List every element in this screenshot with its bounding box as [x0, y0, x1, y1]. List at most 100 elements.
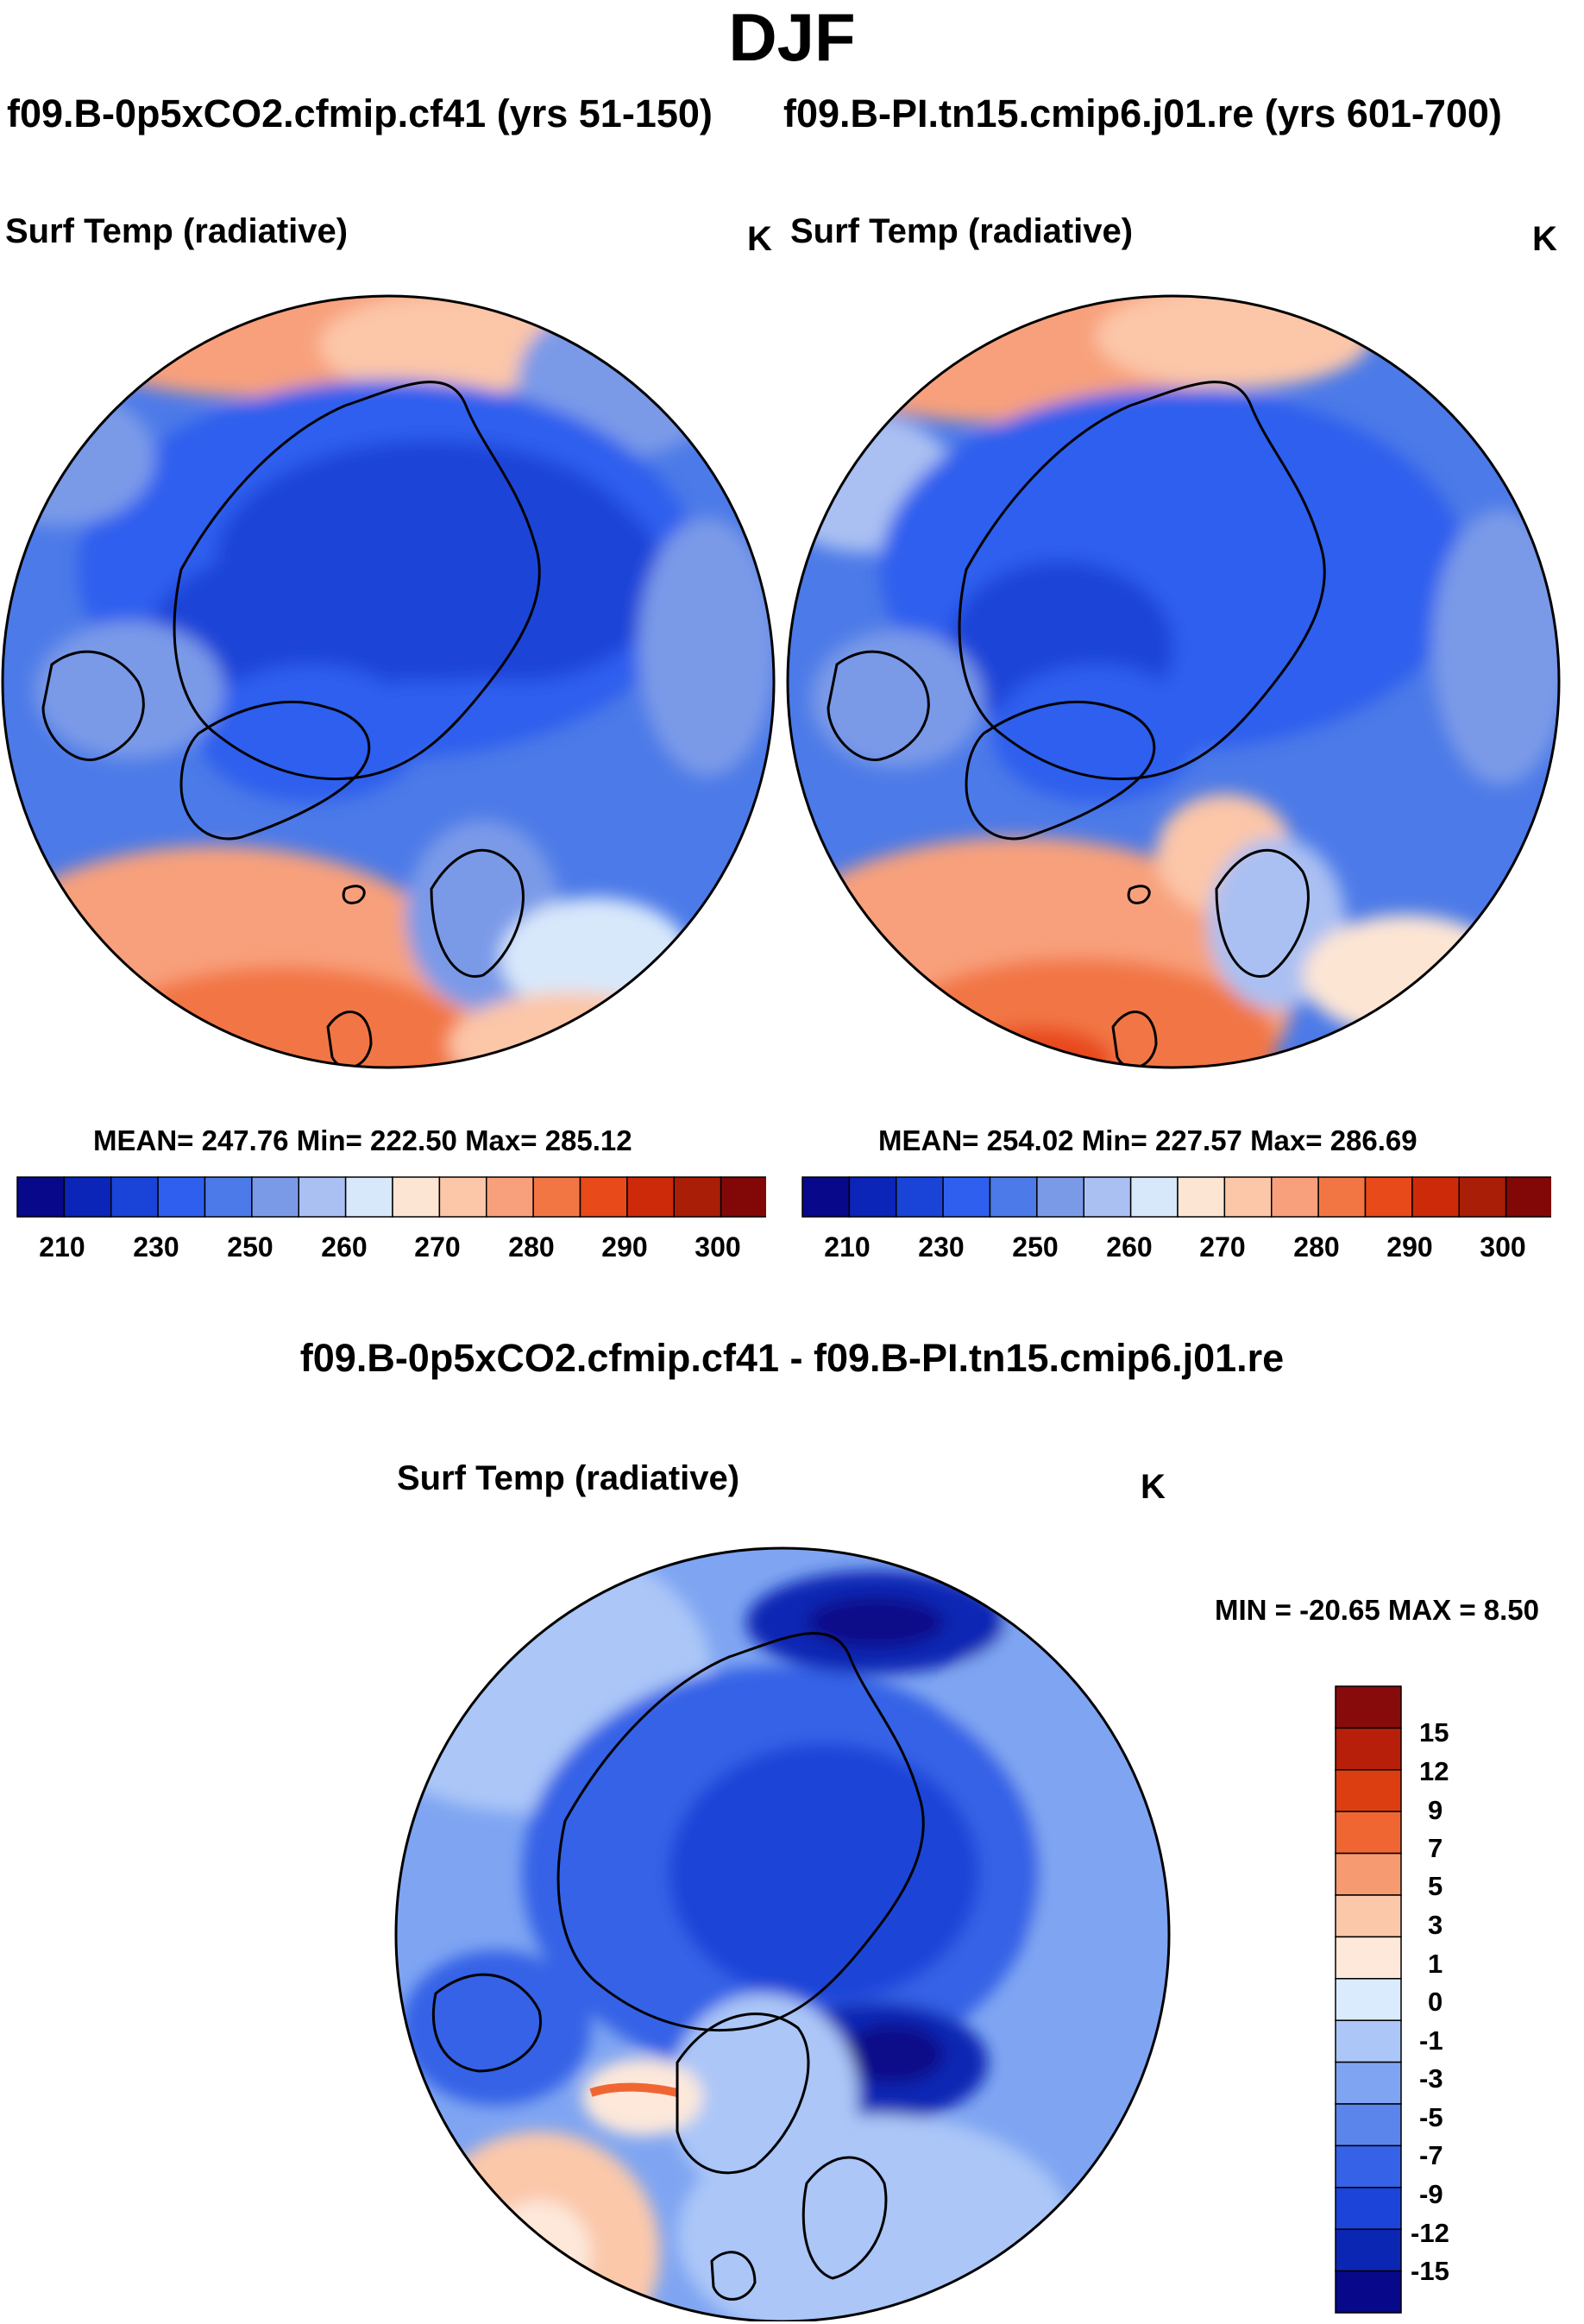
case2-polar-map	[786, 294, 1561, 1069]
greenland-region	[198, 664, 423, 803]
case1-polar-map	[1, 294, 776, 1069]
diff-colorbar-tick: -12	[1411, 2218, 1449, 2248]
greenland-region	[992, 664, 1199, 803]
diff-colorbar-tick: -5	[1419, 2102, 1443, 2132]
colorbar-tick: 260	[321, 1231, 368, 1263]
diff-colorbar-tick: -15	[1411, 2256, 1449, 2286]
colorbar-cell	[1335, 2187, 1402, 2230]
colorbar-tick: 230	[918, 1231, 965, 1263]
colorbar-cell	[1335, 1727, 1402, 1771]
colorbar-cell	[1129, 1176, 1179, 1218]
diff-colorbar-tick: 3	[1428, 1910, 1443, 1940]
colorbar-tick: 210	[39, 1231, 85, 1263]
colorbar-cell	[1335, 1978, 1402, 2021]
colorbar-cell	[344, 1176, 393, 1218]
colorbar-cell	[720, 1176, 766, 1218]
colorbar-tick: 280	[508, 1231, 555, 1263]
colorbar-cell	[110, 1176, 159, 1218]
colorbar-cell	[157, 1176, 206, 1218]
colorbar-tick: 250	[1012, 1231, 1059, 1263]
colorbar-cell	[63, 1176, 112, 1218]
colorbar-cell	[392, 1176, 441, 1218]
colorbar-tick: 300	[1480, 1231, 1526, 1263]
colorbar-cell	[204, 1176, 253, 1218]
colorbar-cell	[848, 1176, 897, 1218]
coastline	[173, 381, 541, 780]
mid-region	[638, 518, 774, 777]
colorbar-tick: 210	[824, 1231, 871, 1263]
case1-variable-label: Surf Temp (radiative)	[5, 212, 349, 250]
colorbar-cell	[1271, 1176, 1319, 1218]
colorbar-tick: 300	[695, 1231, 741, 1263]
colorbar-cell	[1335, 1769, 1402, 1812]
colorbar-cell	[438, 1176, 487, 1218]
coastline	[556, 1632, 925, 2031]
greenland-coastline	[676, 2012, 810, 2175]
difference-variable-label: Surf Temp (radiative)	[397, 1459, 740, 1497]
diff-colorbar-tick: 15	[1419, 1717, 1449, 1748]
colorbar-cell	[1335, 2270, 1402, 2314]
colorbar-cell	[1364, 1176, 1413, 1218]
coastline	[431, 1973, 542, 2073]
diff-colorbar-tick: -9	[1419, 2179, 1443, 2209]
cold-region	[371, 475, 664, 682]
diff-colorbar-tick: 1	[1428, 1949, 1443, 1979]
iceland-coastline	[1127, 885, 1151, 904]
diff-colorbar-tick: 0	[1428, 1987, 1443, 2017]
colorbar-tick: 230	[133, 1231, 179, 1263]
map-border	[786, 294, 1561, 1069]
colorbar-cell	[532, 1176, 581, 1218]
colorbar-tick: 290	[601, 1231, 648, 1263]
colorbar-cell	[896, 1176, 944, 1218]
colorbar-cell	[1223, 1176, 1273, 1218]
difference-title: f09.B-0p5xCO2.cfmip.cf41 - f09.B-PI.tn15…	[299, 1336, 1285, 1380]
colorbar-cell	[1335, 2061, 1402, 2105]
greenland-coastline	[965, 700, 1156, 841]
scandinavia-coastline	[1215, 848, 1310, 978]
colorbar-cell	[1335, 2145, 1402, 2189]
diff-colorbar-tick: 7	[1428, 1833, 1443, 1863]
colorbar-cell	[673, 1176, 722, 1218]
colorbar-cell	[1317, 1176, 1367, 1218]
difference-units-label: K	[1141, 1468, 1166, 1506]
diff-region	[487, 2201, 591, 2304]
coastline	[41, 650, 145, 761]
case2-variable-label: Surf Temp (radiative)	[790, 212, 1134, 250]
colorbar-cell	[801, 1176, 851, 1218]
colorbar-cell	[1335, 2019, 1402, 2063]
diff-colorbar-tick: -1	[1419, 2025, 1443, 2056]
colorbar-cell	[1177, 1176, 1226, 1218]
diff-colorbar-tick: 12	[1419, 1756, 1449, 1786]
colorbar-cell	[1411, 1176, 1460, 1218]
mid-region	[811, 630, 984, 768]
warm-region	[319, 296, 578, 397]
difference-minmax: MIN = -20.65 MAX = 8.50	[1215, 1594, 1540, 1626]
colorbar-cell	[16, 1176, 66, 1218]
diff-colorbar-tick: 9	[1428, 1795, 1443, 1825]
colorbar-tick: 270	[1199, 1231, 1246, 1263]
case2-stats: MEAN= 254.02 Min= 227.57 Max= 286.69	[878, 1124, 1417, 1156]
diff-colorbar-tick: -7	[1419, 2140, 1443, 2170]
difference-colorbar	[1335, 1685, 1402, 2314]
case2-colorbar	[801, 1176, 1551, 1218]
colorbar-cell	[1505, 1176, 1551, 1218]
diff-region	[582, 2058, 703, 2136]
colorbar-cell	[1335, 2228, 1402, 2272]
case1-stats: MEAN= 247.76 Min= 222.50 Max= 285.12	[93, 1124, 632, 1156]
diff-region	[669, 1743, 979, 2002]
uk-coastline	[710, 2251, 757, 2301]
iceland-coastline	[342, 885, 366, 904]
colorbar-cell	[1335, 1894, 1402, 1938]
colorbar-tick: 290	[1386, 1231, 1433, 1263]
colorbar-cell	[1036, 1176, 1084, 1218]
diff-colorbar-tick: 5	[1428, 1871, 1443, 1901]
colorbar-cell	[1335, 1685, 1402, 1729]
colorbar-cell	[1083, 1176, 1132, 1218]
map-border	[394, 1546, 1171, 2321]
colorbar-cell	[486, 1176, 534, 1218]
difference-polar-map	[394, 1546, 1171, 2321]
colorbar-cell	[989, 1176, 1038, 1218]
colorbar-cell	[1335, 1936, 1402, 1980]
colorbar-cell	[298, 1176, 347, 1218]
case1-units-label: K	[747, 220, 772, 258]
